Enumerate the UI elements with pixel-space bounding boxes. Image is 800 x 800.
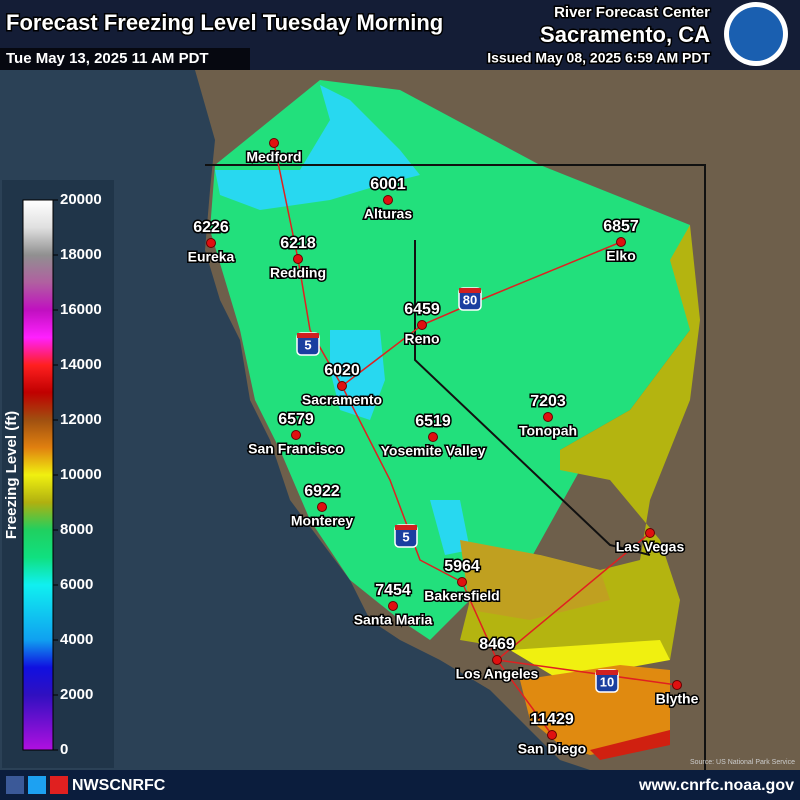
freezing-level: 8469 [479,636,515,653]
footer-bar [0,770,800,800]
city-name: Medford [246,149,301,165]
city-dot [616,237,626,247]
highway-number: 5 [402,529,409,544]
legend-tick-label: 4000 [60,631,93,648]
city-name: Redding [270,265,326,281]
legend-tick-label: 12000 [60,411,102,428]
twitter-icon[interactable] [28,776,46,794]
zone-8000-10000 [460,540,610,620]
city-dot [547,730,557,740]
highway-number: 10 [600,674,614,689]
freezing-level: 6857 [603,218,639,235]
freezing-level: 11429 [530,711,574,728]
social-handle[interactable]: NWSCNRFC [72,777,166,794]
facebook-icon[interactable] [6,776,24,794]
legend-scale [22,199,54,751]
city-name: Las Vegas [616,539,685,555]
zone-10000 [510,640,670,680]
city-dot [388,601,398,611]
zone-12000 [590,730,670,760]
city-name: Yosemite Valley [381,443,486,459]
website[interactable]: www.cnrfc.noaa.gov [638,777,794,794]
city-dot [291,430,301,440]
city-name: Monterey [291,513,353,529]
legend-tick-label: 2000 [60,686,93,703]
city-dot [269,138,279,148]
freezing-level: 6001 [370,176,406,193]
legend-tick-label: 20000 [60,191,102,208]
highway-shield [459,288,481,293]
highway-shield [596,670,618,675]
highway-number: 80 [463,292,477,307]
city-dot [317,502,327,512]
freezing-level: 6226 [193,219,229,236]
zone-4000-6000 [330,330,470,555]
freezing-level: 6922 [304,483,340,500]
freezing-level: 6459 [404,301,440,318]
legend-tick-label: 8000 [60,521,93,538]
credit: Source: US National Park Service [690,759,795,766]
valid-time: Tue May 13, 2025 11 AM PDT [6,50,209,67]
highway [273,142,678,736]
zone-8000-10000 [460,225,700,660]
nws-logo [729,7,783,61]
city-name: Elko [606,248,636,264]
city-dot [417,320,427,330]
legend-tick-label: 16000 [60,301,102,318]
zone-10000-12000 [520,665,670,755]
freezing-level: 7203 [530,393,566,410]
city-dot [543,412,553,422]
city-dot [293,254,303,264]
date-bar [0,48,250,70]
youtube-icon[interactable] [50,776,68,794]
legend-title: Freezing Level (ft) [3,411,20,539]
legend-tick-label: 14000 [60,356,102,373]
city-name: Los Angeles [456,666,539,682]
legend-tick-label: 6000 [60,576,93,593]
city-dot [457,577,467,587]
freezing-level: 6020 [324,362,360,379]
city-dot [672,680,682,690]
highway-shield [297,333,319,338]
city-name: Santa Maria [354,612,433,628]
city-name: Alturas [364,206,412,222]
legend-panel [2,180,114,768]
freezing-level: 6519 [415,413,451,430]
city-name: San Francisco [248,441,344,457]
state-border [205,164,706,770]
city-name: Reno [405,331,440,347]
city-name: Sacramento [302,392,382,408]
city-dot [206,238,216,248]
freezing-level: 6218 [280,235,316,252]
freezing-level: 5964 [444,558,480,575]
legend-tick-label: 18000 [60,246,102,263]
legend-tick-label: 10000 [60,466,102,483]
issued: Issued May 08, 2025 6:59 AM PDT [487,50,710,66]
highway-number: 5 [304,337,311,352]
location: Sacramento, CA [540,22,710,47]
city-dot [492,655,502,665]
legend-tick-label: 0 [60,741,68,758]
city-name: Eureka [188,249,235,265]
city-dot [383,195,393,205]
city-name: Blythe [656,691,699,707]
city-dot [337,381,347,391]
highway-shield [395,525,417,530]
freezing-level: 7454 [375,582,411,599]
zone-4000-6000 [215,85,420,210]
freezing-level: 6579 [278,411,314,428]
zone-6000-8000 [210,80,690,640]
city-dot [645,528,655,538]
city-dot [428,432,438,442]
city-name: Tonopah [519,423,577,439]
office: River Forecast Center [554,4,710,21]
title: Forecast Freezing Level Tuesday Morning [6,10,443,35]
city-name: San Diego [518,741,586,757]
city-name: Bakersfield [424,588,499,604]
